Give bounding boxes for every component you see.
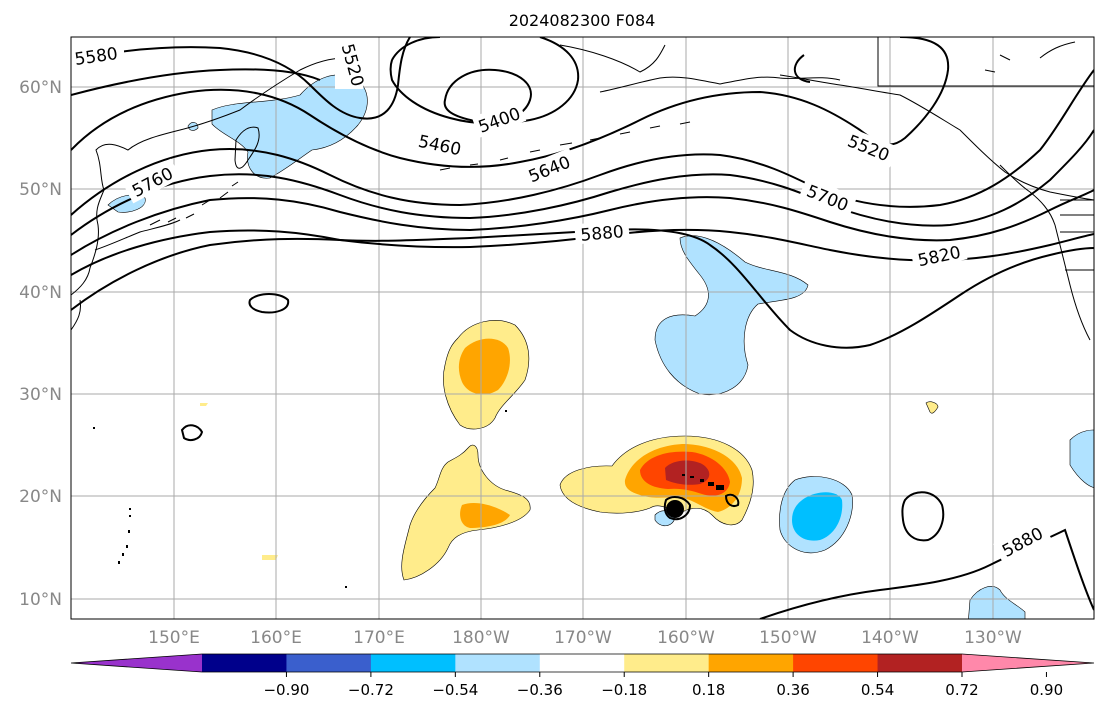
lon-label: 150°E <box>148 628 200 648</box>
colorbar-segment <box>708 654 794 672</box>
colorbar-tick-label: 0.18 <box>692 681 725 699</box>
lat-label: 60°N <box>19 78 62 98</box>
lat-label: 40°N <box>19 283 62 303</box>
storm-center-marker <box>666 500 684 518</box>
colorbar-segment <box>202 654 287 672</box>
contour-label: 5820 <box>916 243 962 272</box>
lon-label: 170°E <box>353 628 405 648</box>
colorbar-tick-label: −0.90 <box>263 681 309 699</box>
colorbar-segment <box>455 654 541 672</box>
colorbar-outline <box>70 653 1095 673</box>
lat-label: 10°N <box>19 590 62 610</box>
colorbar-extension-low <box>71 654 202 672</box>
map-frame <box>70 36 1095 620</box>
colorbar-tick-label: −0.36 <box>517 681 563 699</box>
lat-label: 30°N <box>19 385 62 405</box>
colorbar-tick-label: −0.18 <box>601 681 647 699</box>
shade-negative-southeast <box>968 586 1026 619</box>
lat-label: 50°N <box>19 180 62 200</box>
colorbar-tick-label: 0.54 <box>861 681 894 699</box>
shade-positive-small-2 <box>262 555 278 560</box>
lon-label: 180°W <box>452 628 510 648</box>
lon-label: 140°W <box>861 628 919 648</box>
lon-label: 160°W <box>657 628 715 648</box>
lon-label: 170°W <box>554 628 612 648</box>
shade-negative-alaska-siberia <box>211 74 368 179</box>
shade-positive-small-1 <box>200 403 208 406</box>
colorbar-tick-label: 0.90 <box>1030 681 1063 699</box>
shade-negative-east-edge <box>1069 429 1094 488</box>
contour-label: 5880 <box>580 222 625 246</box>
gridlines <box>71 37 1094 619</box>
shade-positive-dateline-south-core <box>460 503 510 528</box>
latitude-labels: 60°N 50°N 40°N 30°N 20°N 10°N <box>19 78 62 610</box>
colorbar-tick-label: −0.54 <box>432 681 478 699</box>
colorbar-tick-label: 0.36 <box>776 681 809 699</box>
colorbar: −0.90 −0.72 −0.54 −0.36 −0.18 0.18 0.36 0.54 0.7… <box>70 653 1095 699</box>
longitude-labels: 150°E 160°E 170°E 180°W 170°W 160°W 150°… <box>148 628 1022 648</box>
shade-positive-dateline-north-core <box>458 338 510 395</box>
colorbar-segment <box>793 654 879 672</box>
shade-positive-small-east <box>925 401 939 414</box>
lon-label: 160°E <box>250 628 302 648</box>
coastlines <box>71 37 1094 341</box>
colorbar-tick-label: −0.72 <box>348 681 394 699</box>
lon-label: 150°W <box>759 628 817 648</box>
colorbar-segment <box>370 654 456 672</box>
contour-label: 5460 <box>416 132 462 161</box>
colorbar-tick-label: 0.72 <box>945 681 978 699</box>
lat-label: 20°N <box>19 487 62 507</box>
colorbar-segment <box>286 654 372 672</box>
colorbar-segment <box>877 654 963 672</box>
map-area: 5580 5520 5400 5460 5640 5760 5700 5520 … <box>71 37 1094 619</box>
shade-positive-hawaii-darkred <box>665 460 710 485</box>
lon-label: 130°W <box>964 628 1022 648</box>
shade-negative-central-north <box>654 235 809 396</box>
colorbar-segment <box>539 654 625 672</box>
figure-title: 2024082300 F084 <box>509 11 656 30</box>
colorbar-extension-high <box>962 654 1094 672</box>
shade-mid-negative-east-hawaii <box>792 492 843 541</box>
colorbar-segment <box>624 654 710 672</box>
islands <box>93 410 724 588</box>
